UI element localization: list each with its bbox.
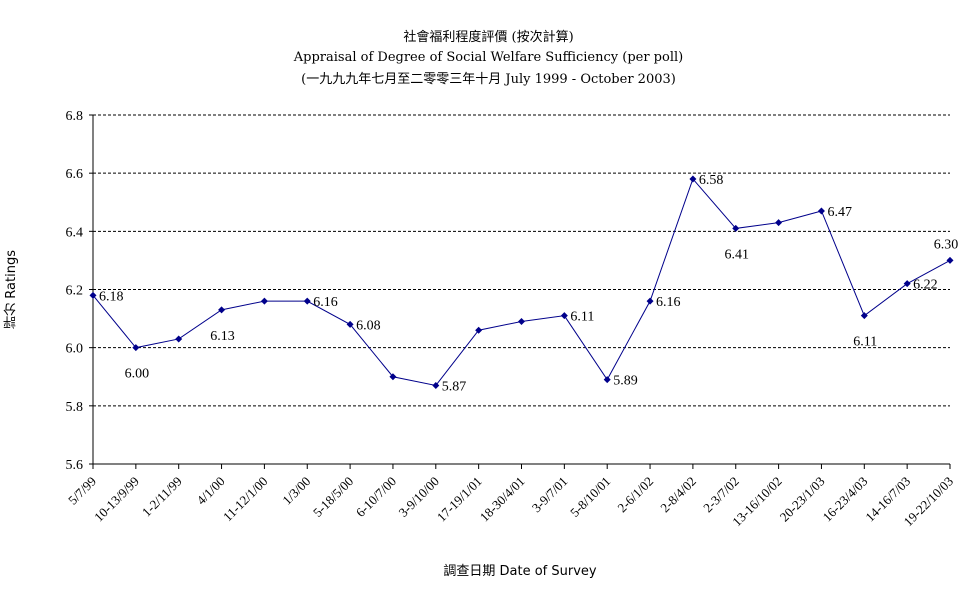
data-label: 6.13 <box>210 329 235 344</box>
x-tick-label: 10-13/9/99 <box>91 474 142 525</box>
chart-title: 社會福利程度評價 (按次計算) <box>403 30 574 45</box>
data-label: 5.87 <box>442 379 467 394</box>
x-tick-label: 2-8/4/02 <box>657 474 699 516</box>
data-label: 6.30 <box>934 237 959 252</box>
data-point <box>903 280 911 288</box>
x-tick-label: 4/1/00 <box>194 474 228 508</box>
data-point <box>775 219 783 227</box>
data-label: 5.89 <box>613 374 638 389</box>
x-tick-label: 1/3/00 <box>279 474 313 508</box>
y-tick-label: 6.4 <box>66 225 84 240</box>
data-point <box>260 297 268 305</box>
y-tick-label: 6.8 <box>66 109 84 124</box>
chart-subtitle: Appraisal of Degree of Social Welfare Su… <box>293 50 684 65</box>
x-tick-label: 5-18/5/00 <box>310 474 356 520</box>
data-point <box>89 291 97 299</box>
data-point <box>603 376 611 384</box>
y-tick-label: 6.6 <box>66 167 84 182</box>
x-tick-label: 11-12/1/00 <box>220 474 271 525</box>
data-point <box>860 312 868 320</box>
x-tick-label: 6-10/7/00 <box>353 474 399 520</box>
x-tick-label: 1-2/11/99 <box>139 474 185 520</box>
x-tick-label: 2-3/7/02 <box>700 474 742 516</box>
x-tick-label: 17-19/1/01 <box>434 474 485 525</box>
chart-subtitle-period: (一九九九年七月至二零零三年十月 July 1999 - October 200… <box>301 72 676 87</box>
y-tick-label: 5.6 <box>66 458 84 473</box>
data-point <box>475 326 483 334</box>
data-point <box>646 297 654 305</box>
x-tick-label: 2-6/1/02 <box>614 474 656 516</box>
data-label: 6.58 <box>699 173 724 188</box>
data-label: 6.22 <box>913 278 938 293</box>
data-point <box>946 256 954 264</box>
data-label: 6.47 <box>827 205 852 220</box>
x-tick-label: 5/7/99 <box>65 474 99 508</box>
data-label: 6.11 <box>853 335 877 350</box>
data-label: 6.16 <box>656 295 681 310</box>
data-point <box>218 306 226 314</box>
data-point <box>389 373 397 381</box>
y-tick-label: 5.8 <box>66 400 84 415</box>
data-label: 6.08 <box>356 318 381 333</box>
data-point <box>817 207 825 215</box>
data-label: 6.41 <box>725 247 750 262</box>
x-tick-label: 5-8/10/01 <box>567 474 613 520</box>
data-point <box>518 317 525 325</box>
data-point <box>346 320 354 328</box>
y-tick-label: 6.0 <box>66 342 84 357</box>
y-tick-label: 6.2 <box>66 284 84 299</box>
data-point <box>689 175 697 183</box>
data-label: 6.16 <box>313 295 338 310</box>
x-tick-label: 16-23/4/03 <box>819 474 870 525</box>
data-point <box>175 335 183 343</box>
data-point <box>132 344 140 352</box>
data-label: 6.00 <box>125 367 150 382</box>
data-point <box>432 381 440 389</box>
x-tick-label: 20-23/1/03 <box>777 474 828 525</box>
data-label: 6.18 <box>99 289 124 304</box>
data-point <box>560 312 568 320</box>
x-tick-label: 18-30/4/01 <box>477 474 528 525</box>
data-label: 6.11 <box>570 310 594 325</box>
data-point <box>303 297 311 305</box>
x-axis-label: 調查日期 Date of Survey <box>443 564 597 579</box>
data-point <box>732 224 740 232</box>
x-tick-label: 3-9/7/01 <box>529 474 571 516</box>
